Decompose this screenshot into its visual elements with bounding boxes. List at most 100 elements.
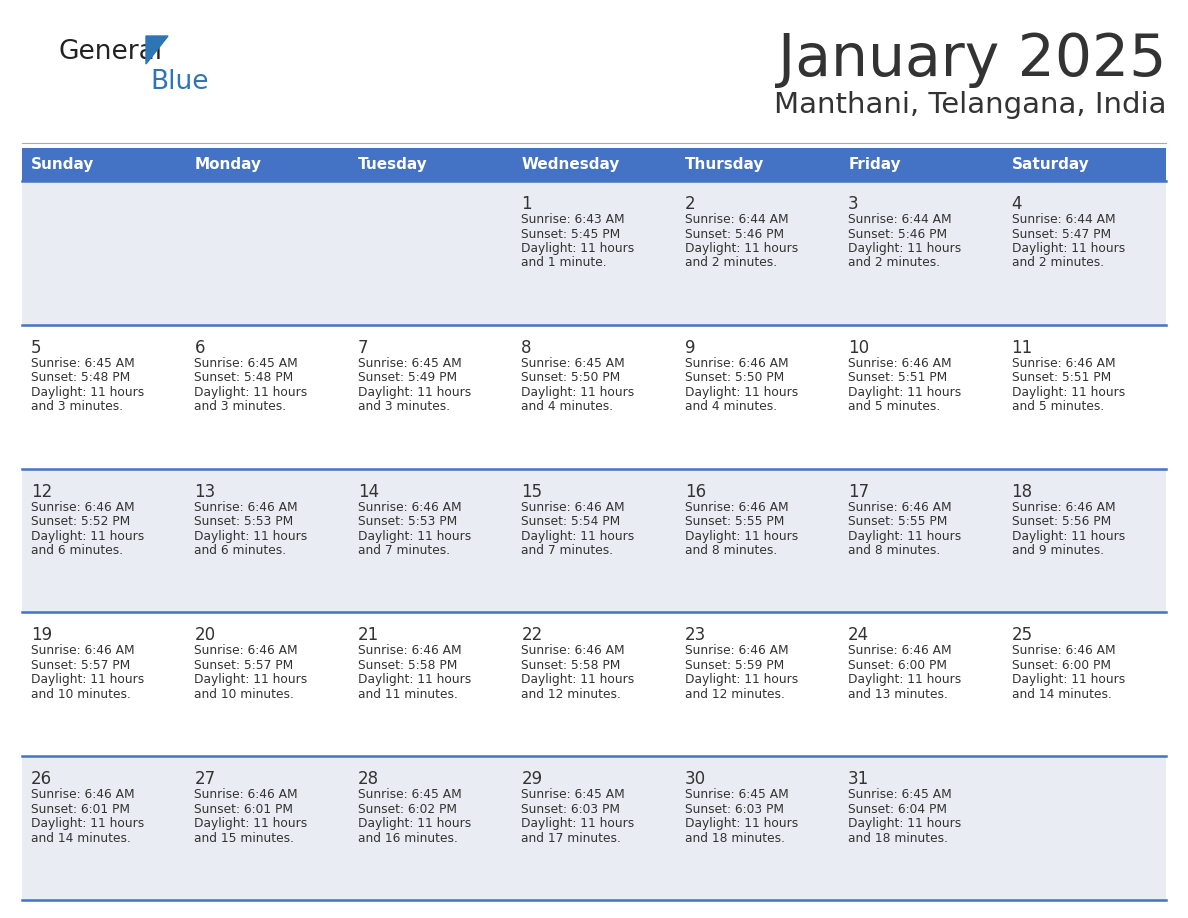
- Text: 9: 9: [684, 339, 695, 357]
- Text: Daylight: 11 hours: Daylight: 11 hours: [522, 386, 634, 398]
- Text: Sunset: 5:57 PM: Sunset: 5:57 PM: [195, 659, 293, 672]
- Bar: [23, 756, 1165, 900]
- Text: 5: 5: [31, 339, 42, 357]
- Text: Sunrise: 6:45 AM: Sunrise: 6:45 AM: [195, 357, 298, 370]
- Text: January 2025: January 2025: [778, 31, 1165, 88]
- Text: and 3 minutes.: and 3 minutes.: [195, 400, 286, 413]
- Text: 30: 30: [684, 770, 706, 789]
- Text: Sunrise: 6:46 AM: Sunrise: 6:46 AM: [195, 500, 298, 513]
- Text: Sunset: 5:59 PM: Sunset: 5:59 PM: [684, 659, 784, 672]
- Text: 27: 27: [195, 770, 215, 789]
- Text: 11: 11: [1011, 339, 1032, 357]
- Bar: [1003, 148, 1165, 181]
- Text: Sunrise: 6:46 AM: Sunrise: 6:46 AM: [684, 644, 789, 657]
- Text: 21: 21: [358, 626, 379, 644]
- Text: and 12 minutes.: and 12 minutes.: [684, 688, 784, 701]
- Text: Sunrise: 6:46 AM: Sunrise: 6:46 AM: [31, 789, 134, 801]
- Text: Sunday: Sunday: [31, 157, 94, 172]
- Text: Daylight: 11 hours: Daylight: 11 hours: [195, 386, 308, 398]
- Text: and 7 minutes.: and 7 minutes.: [522, 544, 613, 557]
- Text: and 7 minutes.: and 7 minutes.: [358, 544, 450, 557]
- Text: Daylight: 11 hours: Daylight: 11 hours: [522, 674, 634, 687]
- Text: and 3 minutes.: and 3 minutes.: [31, 400, 124, 413]
- Text: Sunset: 6:01 PM: Sunset: 6:01 PM: [31, 802, 129, 816]
- Text: Daylight: 11 hours: Daylight: 11 hours: [358, 386, 472, 398]
- Text: Sunrise: 6:45 AM: Sunrise: 6:45 AM: [684, 789, 789, 801]
- Text: Sunrise: 6:46 AM: Sunrise: 6:46 AM: [848, 644, 952, 657]
- Text: 10: 10: [848, 339, 870, 357]
- Text: Daylight: 11 hours: Daylight: 11 hours: [1011, 530, 1125, 543]
- Text: Sunrise: 6:45 AM: Sunrise: 6:45 AM: [848, 789, 952, 801]
- Text: General: General: [58, 39, 162, 65]
- Text: and 16 minutes.: and 16 minutes.: [358, 832, 457, 845]
- Text: Sunrise: 6:45 AM: Sunrise: 6:45 AM: [358, 789, 462, 801]
- Text: 22: 22: [522, 626, 543, 644]
- Text: 6: 6: [195, 339, 204, 357]
- Text: 1: 1: [522, 195, 532, 213]
- Text: and 3 minutes.: and 3 minutes.: [358, 400, 450, 413]
- Text: Sunset: 5:50 PM: Sunset: 5:50 PM: [684, 371, 784, 385]
- Text: Sunrise: 6:46 AM: Sunrise: 6:46 AM: [848, 500, 952, 513]
- Text: and 8 minutes.: and 8 minutes.: [684, 544, 777, 557]
- Text: Sunset: 5:45 PM: Sunset: 5:45 PM: [522, 228, 620, 241]
- Text: and 11 minutes.: and 11 minutes.: [358, 688, 457, 701]
- Text: 2: 2: [684, 195, 695, 213]
- Text: Sunrise: 6:46 AM: Sunrise: 6:46 AM: [1011, 357, 1116, 370]
- Text: Sunset: 5:55 PM: Sunset: 5:55 PM: [848, 515, 948, 528]
- Text: Sunset: 6:04 PM: Sunset: 6:04 PM: [848, 802, 947, 816]
- Text: 7: 7: [358, 339, 368, 357]
- Text: Manthani, Telangana, India: Manthani, Telangana, India: [773, 91, 1165, 119]
- Text: and 5 minutes.: and 5 minutes.: [848, 400, 941, 413]
- Text: and 2 minutes.: and 2 minutes.: [848, 256, 940, 270]
- Text: Sunrise: 6:45 AM: Sunrise: 6:45 AM: [522, 357, 625, 370]
- Text: Daylight: 11 hours: Daylight: 11 hours: [848, 386, 961, 398]
- Text: Sunset: 5:55 PM: Sunset: 5:55 PM: [684, 515, 784, 528]
- Text: Sunset: 5:58 PM: Sunset: 5:58 PM: [358, 659, 457, 672]
- Text: 14: 14: [358, 483, 379, 500]
- Text: 18: 18: [1011, 483, 1032, 500]
- Text: Sunrise: 6:46 AM: Sunrise: 6:46 AM: [1011, 644, 1116, 657]
- Text: 26: 26: [31, 770, 52, 789]
- Text: Sunrise: 6:45 AM: Sunrise: 6:45 AM: [522, 789, 625, 801]
- Text: Saturday: Saturday: [1011, 157, 1089, 172]
- Text: Daylight: 11 hours: Daylight: 11 hours: [522, 530, 634, 543]
- Text: Sunset: 5:54 PM: Sunset: 5:54 PM: [522, 515, 620, 528]
- Text: 23: 23: [684, 626, 706, 644]
- Text: Daylight: 11 hours: Daylight: 11 hours: [522, 817, 634, 830]
- Text: 25: 25: [1011, 626, 1032, 644]
- Text: Sunset: 5:50 PM: Sunset: 5:50 PM: [522, 371, 620, 385]
- Text: Daylight: 11 hours: Daylight: 11 hours: [522, 242, 634, 255]
- Text: Sunrise: 6:46 AM: Sunrise: 6:46 AM: [195, 644, 298, 657]
- Text: Sunrise: 6:46 AM: Sunrise: 6:46 AM: [848, 357, 952, 370]
- Text: Daylight: 11 hours: Daylight: 11 hours: [358, 674, 472, 687]
- Text: Daylight: 11 hours: Daylight: 11 hours: [684, 817, 798, 830]
- Text: Sunset: 5:51 PM: Sunset: 5:51 PM: [1011, 371, 1111, 385]
- Text: and 15 minutes.: and 15 minutes.: [195, 832, 295, 845]
- Text: Sunrise: 6:44 AM: Sunrise: 6:44 AM: [684, 213, 789, 226]
- Text: Daylight: 11 hours: Daylight: 11 hours: [195, 530, 308, 543]
- Text: and 2 minutes.: and 2 minutes.: [684, 256, 777, 270]
- Bar: [23, 612, 1165, 756]
- Text: Sunset: 6:00 PM: Sunset: 6:00 PM: [1011, 659, 1111, 672]
- Text: Sunset: 5:53 PM: Sunset: 5:53 PM: [358, 515, 457, 528]
- Text: Daylight: 11 hours: Daylight: 11 hours: [31, 674, 144, 687]
- Text: 8: 8: [522, 339, 532, 357]
- Text: 3: 3: [848, 195, 859, 213]
- Bar: [23, 148, 185, 181]
- Text: and 4 minutes.: and 4 minutes.: [684, 400, 777, 413]
- Text: 31: 31: [848, 770, 870, 789]
- Text: Sunset: 5:57 PM: Sunset: 5:57 PM: [31, 659, 131, 672]
- Text: Sunrise: 6:46 AM: Sunrise: 6:46 AM: [31, 644, 134, 657]
- Text: Daylight: 11 hours: Daylight: 11 hours: [31, 817, 144, 830]
- Text: and 8 minutes.: and 8 minutes.: [848, 544, 941, 557]
- Text: Daylight: 11 hours: Daylight: 11 hours: [848, 817, 961, 830]
- Text: Monday: Monday: [195, 157, 261, 172]
- Bar: [839, 148, 1003, 181]
- Text: and 14 minutes.: and 14 minutes.: [1011, 688, 1112, 701]
- Text: Sunrise: 6:46 AM: Sunrise: 6:46 AM: [522, 644, 625, 657]
- Text: 24: 24: [848, 626, 870, 644]
- Text: 16: 16: [684, 483, 706, 500]
- Text: Sunrise: 6:44 AM: Sunrise: 6:44 AM: [848, 213, 952, 226]
- Text: Sunrise: 6:44 AM: Sunrise: 6:44 AM: [1011, 213, 1116, 226]
- Text: Sunset: 6:03 PM: Sunset: 6:03 PM: [522, 802, 620, 816]
